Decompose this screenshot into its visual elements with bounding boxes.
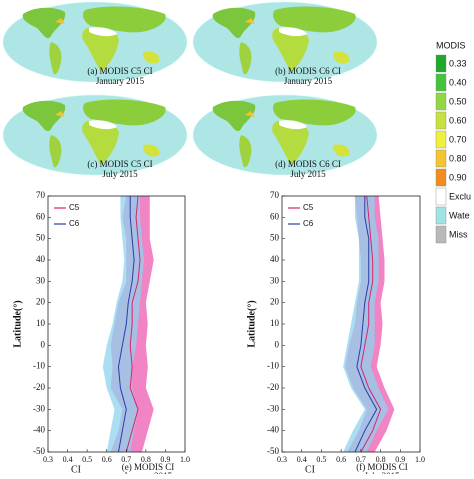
legend-label: C5 bbox=[69, 203, 80, 212]
legend-swatch bbox=[435, 206, 447, 225]
legend-swatch bbox=[435, 168, 447, 187]
legend-swatch bbox=[435, 111, 447, 130]
y-tick-label: 20 bbox=[36, 297, 46, 307]
legend-label: C6 bbox=[303, 219, 314, 228]
legend-swatch bbox=[435, 130, 447, 149]
x-tick-label: 0.9 bbox=[395, 455, 405, 464]
profile-line bbox=[360, 195, 382, 453]
uncertainty-band bbox=[343, 196, 389, 452]
profile-line bbox=[125, 195, 141, 453]
y-tick-label: -30 bbox=[33, 403, 45, 413]
x-tick-label: 1.0 bbox=[415, 455, 425, 464]
y-tick-label: 60 bbox=[270, 211, 280, 221]
x-tick-label: 0.8 bbox=[376, 455, 386, 464]
y-tick-label: 30 bbox=[270, 275, 280, 285]
legend-label: C5 bbox=[303, 203, 314, 212]
y-tick-label: 20 bbox=[270, 297, 280, 307]
x-tick-label: 0.7 bbox=[356, 455, 366, 464]
x-tick-label: 0.5 bbox=[82, 455, 92, 464]
legend-swatch bbox=[435, 73, 447, 92]
legend-label: 0.60 bbox=[449, 115, 467, 125]
legend-title: MODIS bbox=[436, 40, 466, 50]
legend-label: 0.33 bbox=[449, 58, 467, 68]
legend-label: 0.50 bbox=[449, 96, 467, 106]
x-tick-label: 0.4 bbox=[63, 455, 73, 464]
y-tick-label: 10 bbox=[270, 318, 280, 328]
y-tick-label: 50 bbox=[270, 233, 280, 243]
legend-label: 0.70 bbox=[449, 134, 467, 144]
y-tick-label: 10 bbox=[36, 318, 46, 328]
x-tick-label: 0.5 bbox=[316, 455, 326, 464]
legend: MODIS 0.33 0.40 0.50 0.60 0.70 0.80 0.90 Exclu Wa… bbox=[435, 40, 471, 244]
profile-chart: C5 C6 -50 -40 -30 -20 -10 0 10 20 30 40 50 60 70 0.3 0.4… bbox=[12, 190, 190, 479]
x-axis-label: CI bbox=[305, 464, 315, 474]
y-tick-label: -10 bbox=[267, 361, 279, 371]
x-tick-label: 0.7 bbox=[121, 455, 131, 464]
legend-swatch bbox=[435, 92, 447, 111]
y-tick-label: -50 bbox=[33, 446, 45, 456]
y-tick-label: 40 bbox=[36, 254, 46, 264]
map-caption: January 2015 bbox=[284, 76, 333, 86]
map-caption: (d) MODIS C6 CI bbox=[275, 159, 341, 169]
y-tick-label: -20 bbox=[267, 382, 279, 392]
y-tick-label: 0 bbox=[275, 339, 280, 349]
legend-label: 0.90 bbox=[449, 172, 467, 182]
profile-line bbox=[117, 196, 135, 453]
y-tick-label: 50 bbox=[36, 233, 46, 243]
x-tick-label: 0.6 bbox=[336, 455, 346, 464]
legend-swatch bbox=[435, 225, 447, 244]
map-caption: (b) MODIS C6 CI bbox=[275, 66, 341, 76]
legend-swatch bbox=[435, 187, 447, 206]
profile-chart: C5 C6 -50 -40 -30 -20 -10 0 10 20 30 40 50 60 70 0.3 0.4… bbox=[246, 190, 425, 479]
y-tick-label: -40 bbox=[267, 425, 279, 435]
x-tick-label: 0.9 bbox=[160, 455, 170, 464]
legend-label: Miss bbox=[449, 229, 468, 239]
map-caption: July 2015 bbox=[290, 169, 326, 179]
x-tick-label: 0.8 bbox=[141, 455, 151, 464]
profile-line bbox=[354, 196, 378, 453]
x-tick-label: 0.3 bbox=[43, 455, 53, 464]
x-axis-label: CI bbox=[71, 464, 81, 474]
map-caption: (c) MODIS C5 CI bbox=[87, 159, 152, 169]
map-caption: (a) MODIS C5 CI bbox=[87, 66, 152, 76]
x-tick-label: 1.0 bbox=[180, 455, 190, 464]
legend-label: 0.40 bbox=[449, 77, 467, 87]
map-caption: January 2015 bbox=[96, 76, 145, 86]
map-caption: July 2015 bbox=[102, 169, 138, 179]
legend-label: Wate bbox=[449, 210, 470, 220]
y-axis-label: Latitude(°) bbox=[246, 300, 257, 347]
y-tick-label: 60 bbox=[36, 211, 46, 221]
y-axis-label: Latitude(°) bbox=[12, 300, 23, 347]
y-tick-label: -20 bbox=[33, 382, 45, 392]
legend-label: C6 bbox=[69, 219, 80, 228]
legend-label: Exclu bbox=[449, 191, 471, 201]
x-tick-label: 0.3 bbox=[277, 455, 287, 464]
x-tick-label: 0.6 bbox=[102, 455, 112, 464]
legend-swatch bbox=[435, 149, 447, 168]
y-tick-label: -10 bbox=[33, 361, 45, 371]
chart-caption: (f) MODIS CI bbox=[356, 462, 408, 472]
y-tick-label: -50 bbox=[267, 446, 279, 456]
y-tick-label: 70 bbox=[270, 190, 280, 200]
y-tick-label: 0 bbox=[41, 339, 46, 349]
y-tick-label: 40 bbox=[270, 254, 280, 264]
y-tick-label: 30 bbox=[36, 275, 46, 285]
chart-caption: (e) MODIS CI bbox=[122, 462, 175, 472]
y-tick-label: -30 bbox=[267, 403, 279, 413]
legend-label: 0.80 bbox=[449, 153, 467, 163]
y-tick-label: 70 bbox=[36, 190, 46, 200]
x-tick-label: 0.4 bbox=[297, 455, 307, 464]
y-tick-label: -40 bbox=[33, 425, 45, 435]
legend-swatch bbox=[435, 54, 447, 73]
